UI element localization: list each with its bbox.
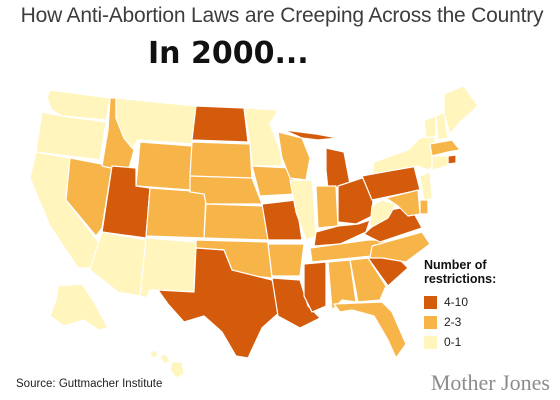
state-ny bbox=[371, 133, 439, 175]
state-md bbox=[385, 189, 421, 217]
state-ak bbox=[49, 283, 109, 331]
legend-label-high: 4-10 bbox=[444, 295, 469, 309]
source-note: Source: Guttmacher Institute bbox=[16, 378, 163, 390]
state-mt bbox=[115, 97, 197, 149]
state-mn bbox=[243, 107, 283, 167]
state-il bbox=[289, 179, 317, 241]
state-hi bbox=[149, 349, 185, 379]
state-ar bbox=[267, 243, 305, 277]
state-nd bbox=[191, 105, 249, 143]
state-nj bbox=[419, 171, 433, 203]
state-ri bbox=[447, 154, 457, 165]
state-al bbox=[327, 259, 357, 311]
legend-label-mid: 2-3 bbox=[444, 315, 462, 329]
state-fl bbox=[333, 301, 407, 359]
map-title: How Anti-Abortion Laws are Creeping Acro… bbox=[20, 4, 544, 27]
state-nc bbox=[369, 231, 431, 263]
state-or bbox=[35, 111, 107, 161]
state-la bbox=[271, 277, 321, 329]
legend-item-mid: 2-3 bbox=[424, 312, 560, 332]
state-me bbox=[443, 85, 479, 135]
legend-item-high: 4-10 bbox=[424, 292, 560, 312]
state-ga bbox=[349, 257, 387, 303]
state-ky bbox=[313, 219, 371, 247]
legend: Number of restrictions: 4-10 2-3 0-1 bbox=[424, 258, 560, 352]
state-co bbox=[145, 187, 207, 239]
state-nm bbox=[139, 237, 197, 299]
legend-swatch-high bbox=[424, 295, 437, 309]
state-tx bbox=[157, 247, 283, 359]
legend-swatch-mid bbox=[424, 315, 437, 329]
state-sd bbox=[189, 141, 253, 181]
state-wv bbox=[369, 199, 397, 229]
state-in bbox=[315, 185, 339, 229]
state-mo bbox=[261, 199, 303, 241]
state-ms bbox=[303, 261, 327, 313]
map-subtitle: In 2000... bbox=[148, 36, 309, 71]
state-az bbox=[89, 231, 147, 297]
state-ct bbox=[431, 155, 449, 171]
brand-logo: Mother Jones bbox=[430, 370, 550, 395]
legend-swatch-low bbox=[424, 335, 437, 349]
legend-title: Number of restrictions: bbox=[424, 258, 497, 286]
legend-item-low: 0-1 bbox=[424, 332, 560, 352]
state-vt bbox=[423, 115, 437, 139]
state-de bbox=[419, 199, 429, 215]
state-wy bbox=[135, 141, 193, 191]
state-ma bbox=[429, 139, 461, 157]
legend-label-low: 0-1 bbox=[444, 335, 462, 349]
state-ks bbox=[203, 203, 269, 241]
